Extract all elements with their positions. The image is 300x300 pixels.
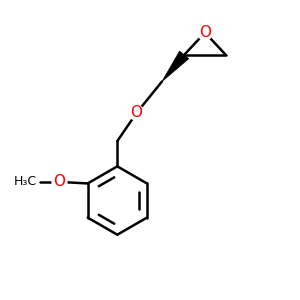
Circle shape — [198, 25, 212, 40]
Text: O: O — [199, 25, 211, 40]
Text: H₃C: H₃C — [14, 176, 37, 188]
Circle shape — [129, 105, 144, 120]
Polygon shape — [162, 51, 189, 82]
Circle shape — [52, 175, 67, 189]
Text: O: O — [53, 175, 65, 190]
Text: O: O — [130, 105, 142, 120]
